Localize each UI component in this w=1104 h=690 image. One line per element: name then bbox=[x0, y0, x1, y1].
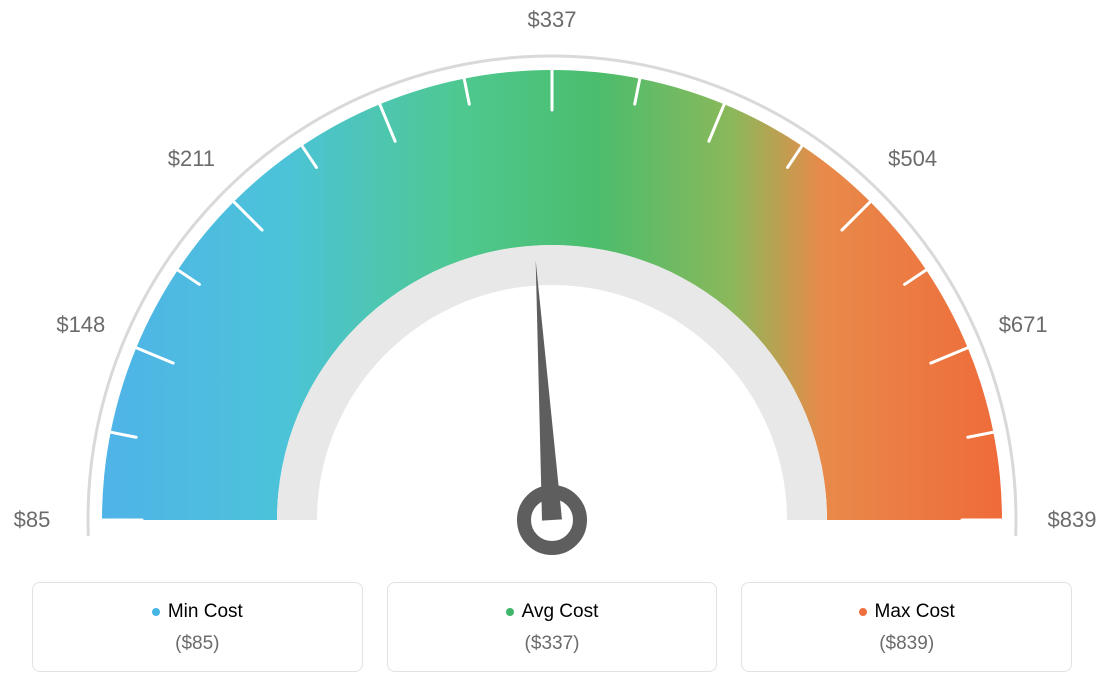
legend-card-avg: Avg Cost ($337) bbox=[387, 582, 718, 672]
gauge-tick-label: $839 bbox=[1048, 507, 1097, 533]
legend-value-min: ($85) bbox=[33, 633, 362, 655]
legend-title-text: Max Cost bbox=[875, 601, 955, 622]
gauge-tick-label: $148 bbox=[56, 312, 105, 338]
gauge-tick-label: $504 bbox=[888, 146, 937, 172]
legend-title-min: Min Cost bbox=[33, 601, 362, 623]
gauge-tick-label: $85 bbox=[14, 507, 51, 533]
gauge-tick-label: $671 bbox=[999, 312, 1048, 338]
legend-title-avg: Avg Cost bbox=[388, 601, 717, 623]
gauge-svg bbox=[0, 0, 1104, 560]
legend-row: Min Cost ($85) Avg Cost ($337) Max Cost … bbox=[0, 582, 1104, 672]
gauge-tick-label: $337 bbox=[528, 7, 577, 33]
legend-title-text: Min Cost bbox=[168, 601, 243, 622]
dot-icon bbox=[859, 608, 867, 616]
legend-title-max: Max Cost bbox=[742, 601, 1071, 623]
legend-value-avg: ($337) bbox=[388, 633, 717, 655]
legend-title-text: Avg Cost bbox=[522, 601, 599, 622]
gauge-tick-label: $211 bbox=[168, 146, 215, 172]
dot-icon bbox=[506, 608, 514, 616]
legend-value-max: ($839) bbox=[742, 633, 1071, 655]
legend-card-max: Max Cost ($839) bbox=[741, 582, 1072, 672]
legend-card-min: Min Cost ($85) bbox=[32, 582, 363, 672]
gauge-chart: $85 $148 $211 $337 $504 $671 $839 bbox=[0, 0, 1104, 560]
dot-icon bbox=[152, 608, 160, 616]
